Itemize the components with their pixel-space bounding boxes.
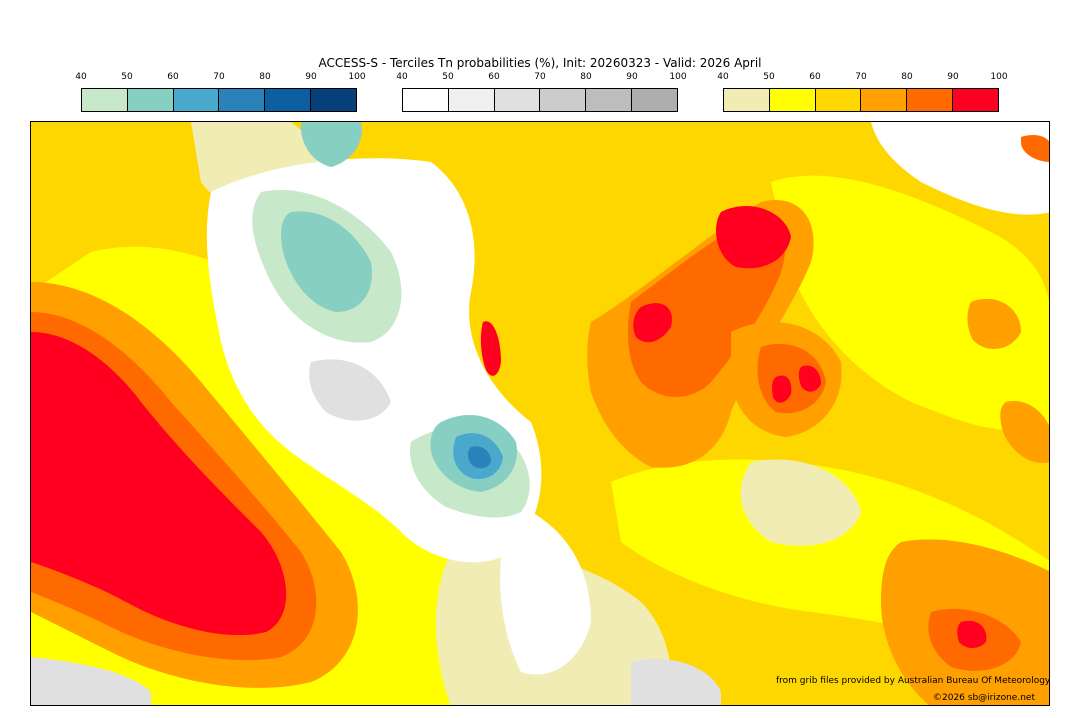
map-region-darkorange — [1021, 135, 1049, 162]
map-region-red — [31, 332, 287, 636]
colorbar-swatch — [540, 89, 587, 111]
colorbar-swatch — [311, 89, 356, 111]
map-region-orange — [1000, 401, 1049, 463]
tick-label: 70 — [213, 72, 225, 82]
colorbar-swatch — [586, 89, 633, 111]
tick-label: 50 — [763, 72, 775, 82]
probability-map — [30, 121, 1050, 706]
tick-label: 50 — [121, 72, 133, 82]
tick-label: 50 — [442, 72, 454, 82]
tick-label: 90 — [947, 72, 959, 82]
colorbar-swatch — [82, 89, 128, 111]
colorbar-below-normal-ticks: 40 50 60 70 80 90 100 — [75, 72, 365, 84]
colorbar-swatch — [769, 89, 816, 111]
tick-label: 40 — [396, 72, 408, 82]
colorbar-swatch — [815, 89, 862, 111]
colorbar-near-normal — [402, 88, 678, 112]
map-region-red — [772, 375, 792, 403]
tick-label: 90 — [626, 72, 638, 82]
colorbar-swatch — [127, 89, 174, 111]
colorbar-swatch — [494, 89, 541, 111]
colorbar-swatch — [953, 89, 998, 111]
map-region-red — [716, 206, 791, 269]
tick-label: 40 — [75, 72, 87, 82]
tick-label: 60 — [488, 72, 500, 82]
map-region-white — [871, 122, 1049, 215]
map-region-red — [798, 365, 821, 392]
colorbar-above-normal-ticks: 40 50 60 70 80 90 100 — [717, 72, 1007, 84]
colorbar-swatch — [861, 89, 908, 111]
map-region-white — [500, 502, 591, 675]
colorbar-near-normal-ticks: 40 50 60 70 80 90 100 — [396, 72, 686, 84]
map-region-red — [957, 620, 987, 648]
colorbar-swatch — [265, 89, 312, 111]
tick-label: 90 — [305, 72, 317, 82]
map-region-teal — [300, 122, 362, 167]
colorbar-swatch — [219, 89, 266, 111]
tick-label: 70 — [855, 72, 867, 82]
colorbar-below-normal — [81, 88, 357, 112]
copyright-credit: ©2026 sb@irizone.net — [933, 693, 1035, 703]
colorbar-swatch — [907, 89, 954, 111]
tick-label: 80 — [259, 72, 271, 82]
map-region-yellow — [771, 175, 1049, 431]
colorbar-swatch — [724, 89, 770, 111]
map-region-grey — [31, 657, 151, 705]
map-region-orange — [967, 298, 1021, 350]
data-source-credit: from grib files provided by Australian B… — [776, 676, 1051, 686]
map-region-grey — [309, 359, 391, 421]
tick-label: 60 — [167, 72, 179, 82]
tick-label: 100 — [348, 72, 366, 82]
tick-label: 80 — [901, 72, 913, 82]
tick-label: 40 — [717, 72, 729, 82]
colorbar-above-normal — [723, 88, 999, 112]
map-region-red — [633, 303, 672, 343]
tick-label: 100 — [669, 72, 687, 82]
colorbar-swatch — [448, 89, 495, 111]
map-region-grey — [631, 658, 721, 705]
map-region-teal — [281, 211, 372, 312]
map-region-red — [480, 321, 501, 376]
map-canvas — [31, 122, 1049, 705]
chart-title: ACCESS-S - Terciles Tn probabilities (%)… — [318, 56, 762, 70]
colorbar-swatch — [632, 89, 677, 111]
tick-label: 80 — [580, 72, 592, 82]
map-region-cream — [740, 459, 861, 546]
colorbar-swatch — [173, 89, 220, 111]
tick-label: 60 — [809, 72, 821, 82]
tick-label: 100 — [990, 72, 1008, 82]
tick-label: 70 — [534, 72, 546, 82]
map-region-darkblue — [468, 446, 491, 469]
colorbar-swatch — [403, 89, 449, 111]
